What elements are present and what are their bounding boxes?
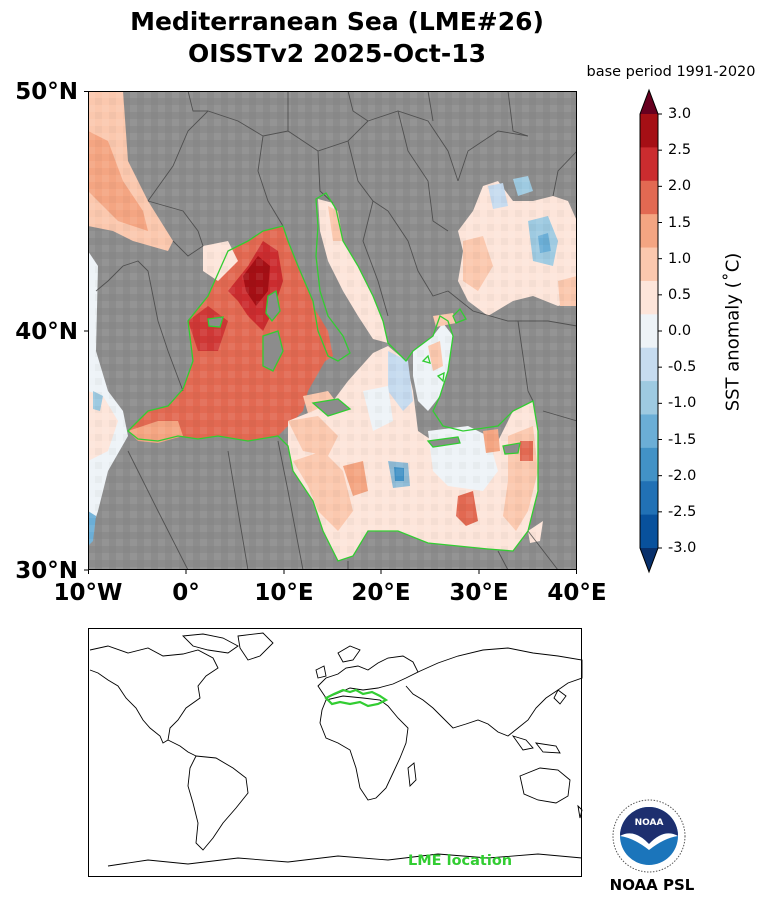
locator-world-map	[88, 628, 583, 877]
lon-label-0: 0°	[172, 580, 200, 606]
colorbar-segment	[640, 514, 658, 549]
continent-antarctica	[107, 853, 583, 867]
noaa-logo-text: NOAA	[635, 818, 664, 828]
colorbar-segment	[640, 347, 658, 382]
colorbar-tick-label: 1.0	[668, 250, 692, 267]
lme-highlight	[324, 688, 389, 708]
lat-label-30n: 30°N	[15, 558, 78, 584]
colorbar-under-arrow	[640, 548, 658, 572]
colorbar-tick-label: 3.0	[668, 106, 692, 122]
colorbar-label: SST anomaly (˚C)	[722, 252, 744, 412]
noaa-logo: NOAA	[612, 799, 686, 873]
colorbar-tick-label: -2.0	[668, 467, 697, 484]
continent-australia	[519, 767, 571, 804]
island-crete	[428, 437, 460, 447]
colorbar-tick-label: 2.0	[668, 178, 692, 195]
colorbar-segment	[640, 147, 658, 182]
colorbar-tick-label: -1.5	[668, 431, 697, 448]
colorbar-tick-label: 2.5	[668, 142, 692, 159]
colorbar-segment	[640, 114, 658, 148]
lat-label-40n: 40°N	[15, 319, 78, 345]
colorbar-tick-label: -3.0	[668, 540, 697, 556]
lon-label-40e: 40°E	[547, 580, 607, 606]
colorbar-tick-label: -2.5	[668, 503, 697, 520]
colorbar-segment	[640, 381, 658, 415]
lme-location-label: LME location	[408, 853, 513, 869]
colorbar-segment	[640, 314, 658, 349]
colorbar	[639, 88, 662, 574]
lme-boundary	[127, 192, 539, 562]
colorbar-over-arrow	[640, 90, 658, 114]
colorbar-tick-label: 0.5	[668, 286, 692, 303]
lon-label-30e: 30°E	[449, 580, 509, 606]
colorbar-segment	[640, 214, 658, 249]
colorbar-segment	[640, 280, 658, 315]
lon-label-20e: 20°E	[351, 580, 411, 606]
continent-asia	[405, 647, 583, 737]
lat-label-50n: 50°N	[15, 79, 78, 105]
colorbar-tick-label: -0.5	[668, 359, 697, 376]
lon-label-10w: 10°W	[53, 580, 123, 606]
island-corsica	[266, 291, 280, 321]
continent-north-america	[89, 645, 219, 744]
colorbar-tick-label: 0.0	[668, 323, 692, 339]
noaa-psl-caption: NOAA PSL	[609, 876, 695, 894]
colorbar-tick-label: -1.0	[668, 395, 697, 412]
continent-europe	[317, 655, 419, 699]
colorbar-segment	[640, 481, 658, 516]
base-period-label: base period 1991-2020	[586, 64, 756, 80]
lon-label-10e: 10°E	[254, 580, 314, 606]
colorbar-segment	[640, 180, 658, 215]
colorbar-segment	[640, 414, 658, 449]
continent-south-america	[187, 755, 249, 851]
colorbar-tick-label: 1.5	[668, 214, 692, 231]
chart-subtitle: OISSTv2 2025-Oct-13	[187, 39, 487, 68]
colorbar-segment	[640, 447, 658, 482]
colorbar-segment	[640, 247, 658, 282]
sst-anomaly-map	[84, 91, 577, 574]
chart-title: Mediterranean Sea (LME#26)	[130, 7, 544, 36]
